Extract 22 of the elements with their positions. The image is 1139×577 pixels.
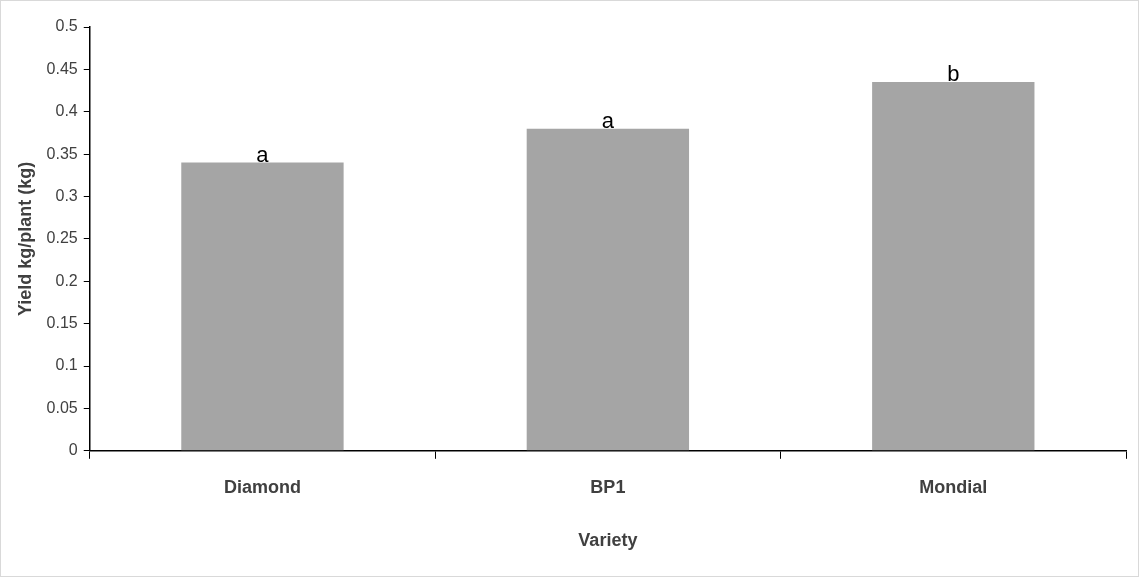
y-tick-label: 0.35 [46, 144, 78, 162]
y-tick-label: 0.25 [46, 229, 78, 247]
y-tick-label: 0.05 [46, 398, 78, 416]
y-tick-label: 0.4 [55, 102, 78, 120]
y-axis-title: Yield kg/plant (kg) [14, 161, 35, 317]
x-tick-label: Diamond [223, 476, 301, 497]
bar [526, 128, 690, 451]
bar [181, 162, 344, 451]
annotation: b [947, 61, 960, 87]
x-tick-label: Mondial [919, 476, 988, 497]
y-tick-label: 0 [68, 441, 78, 459]
y-tick-label: 0.15 [46, 314, 78, 332]
x-axis-title: Variety [578, 530, 638, 551]
y-tick-label: 0.3 [55, 186, 78, 204]
bar [872, 82, 1035, 451]
x-tick-label: BP1 [590, 476, 626, 497]
y-tick-label: 0.5 [55, 17, 78, 35]
annotation: a [256, 141, 270, 167]
y-tick-label: 0.1 [55, 356, 78, 374]
annotation: a [601, 107, 615, 133]
y-tick-label: 0.2 [55, 271, 78, 289]
y-tick-label: 0.45 [46, 59, 78, 77]
